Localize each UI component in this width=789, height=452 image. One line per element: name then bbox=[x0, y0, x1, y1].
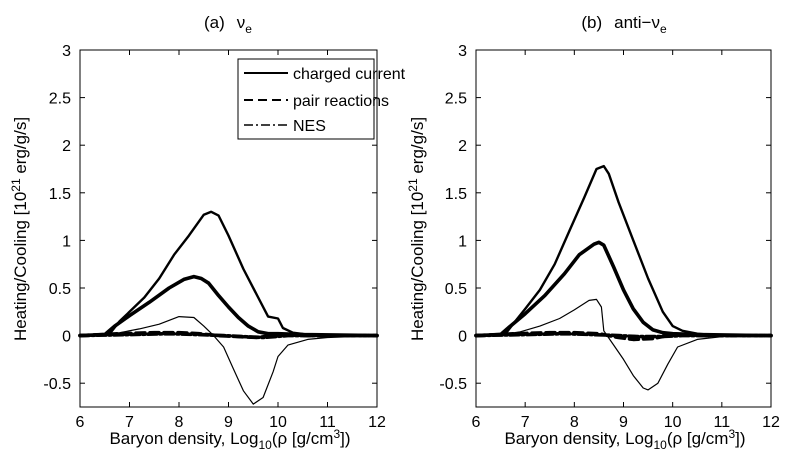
x-axis-label: Baryon density, Log10(ρ [g/cm3]) bbox=[109, 427, 350, 452]
series-layer bbox=[78, 210, 379, 405]
y-tick-label: 1 bbox=[62, 233, 71, 250]
y-tick-label: -0.5 bbox=[43, 376, 71, 393]
legend-label-pair-reactions: pair reactions bbox=[293, 93, 389, 110]
y-tick-label: 0 bbox=[62, 329, 71, 346]
y-tick-label: 1.5 bbox=[445, 186, 467, 203]
y-tick-label: 2.5 bbox=[445, 91, 467, 108]
tick-layer: 6 7 8 9 10 11 12 -0.5 0 0.5 1 1.5 2 2.5 3 bbox=[439, 43, 780, 431]
x-axis-label: Baryon density, Log10(ρ [g/cm3]) bbox=[504, 427, 745, 452]
x-tick-label: 8 bbox=[570, 414, 579, 431]
axes-frame bbox=[79, 49, 378, 408]
y-tick-label: 0.5 bbox=[49, 281, 71, 298]
x-tick-label: 8 bbox=[175, 414, 184, 431]
series-line-charged-current-cooling bbox=[474, 164, 773, 337]
series-line-nes bbox=[474, 331, 773, 339]
x-tick-label: 7 bbox=[521, 414, 530, 431]
series-line-nes bbox=[78, 331, 379, 340]
x-tick-label: 7 bbox=[125, 414, 134, 431]
panel-title: (a) νe bbox=[204, 13, 252, 36]
y-tick-label: 2 bbox=[458, 138, 467, 155]
x-tick-label: 11 bbox=[714, 414, 731, 431]
y-tick-label: 3 bbox=[458, 43, 467, 60]
y-tick-label: 3 bbox=[62, 43, 71, 60]
x-tick-label: 6 bbox=[76, 414, 85, 431]
x-tick-label: 11 bbox=[319, 414, 336, 431]
axes-frame bbox=[475, 49, 772, 408]
y-tick-label: 2.5 bbox=[49, 91, 71, 108]
y-tick-label: 2 bbox=[62, 138, 71, 155]
x-tick-label: 9 bbox=[619, 414, 628, 431]
x-tick-label: 9 bbox=[224, 414, 233, 431]
x-tick-label: 10 bbox=[664, 414, 682, 431]
x-tick-label: 12 bbox=[762, 414, 780, 431]
series-line-charged-current-cooling bbox=[78, 210, 379, 337]
y-tick-label: 0.5 bbox=[445, 281, 467, 298]
legend-label-nes: NES bbox=[293, 118, 326, 135]
series-line-charged-current-heating bbox=[475, 298, 772, 391]
x-tick-label: 6 bbox=[472, 414, 481, 431]
x-tick-label: 12 bbox=[368, 414, 386, 431]
series-line-net bbox=[78, 274, 379, 338]
y-tick-label: 1 bbox=[458, 233, 467, 250]
panel-a: (a) νe Heating/Cooling [1021 erg/g/s] Bar… bbox=[9, 13, 406, 452]
legend-label-charged-current: charged current bbox=[293, 66, 406, 83]
y-axis-label: Heating/Cooling [1021 erg/g/s] bbox=[9, 117, 30, 341]
y-tick-label: 0 bbox=[458, 329, 467, 346]
series-layer bbox=[474, 164, 773, 391]
series-line-charged-current-heating bbox=[79, 316, 378, 405]
panel-b: (b) anti−νe Heating/Cooling [1021 erg/g/s… bbox=[406, 13, 780, 452]
y-tick-label: -0.5 bbox=[439, 376, 467, 393]
x-tick-label: 10 bbox=[269, 414, 287, 431]
tick-layer: 6 7 8 9 10 11 12 -0.5 0 0.5 1 1.5 2 2.5 3 bbox=[43, 43, 386, 431]
legend: charged current pair reactions NES bbox=[237, 58, 406, 140]
y-tick-label: 1.5 bbox=[49, 186, 71, 203]
series-line-net bbox=[474, 240, 773, 338]
panel-title: (b) anti−νe bbox=[581, 13, 667, 36]
y-axis-label: Heating/Cooling [1021 erg/g/s] bbox=[406, 117, 427, 341]
